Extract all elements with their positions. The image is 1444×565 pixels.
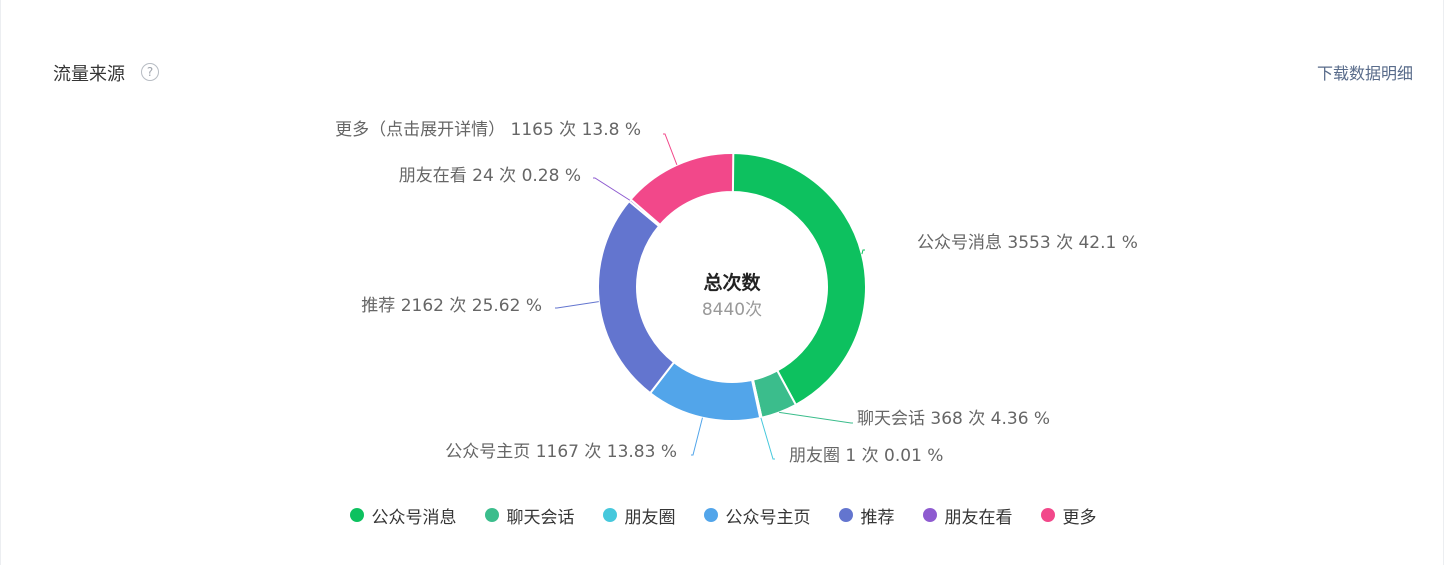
leader-line-1 [779, 411, 853, 424]
legend-dot [838, 508, 853, 522]
donut-chart: 公众号消息 3553 次 42.1 % 聊天会话 368 次 4.36 % 朋友圈 … [335, 120, 1138, 466]
legend-dot [703, 508, 718, 522]
leader-line-2 [760, 417, 775, 460]
slice-label-1: 聊天会话 368 次 4.36 % [857, 409, 1050, 429]
legend-item-3[interactable]: 公众号主页 [703, 503, 811, 528]
legend-item-0[interactable]: 公众号消息 [349, 503, 457, 528]
card-title: 流量来源 [53, 64, 125, 85]
legend-dot [484, 508, 499, 522]
question-circle-icon[interactable]: ? [141, 63, 159, 81]
legend-label: 公众号主页 [725, 507, 811, 528]
slice-4[interactable] [597, 199, 676, 395]
slice-label-0: 公众号消息 3553 次 42.1 % [917, 233, 1138, 253]
leader-line-3 [691, 417, 703, 456]
slice-label-4: 推荐 2162 次 25.62 % [361, 296, 542, 316]
legend-dot [922, 508, 937, 522]
leader-line-6 [663, 133, 678, 166]
legend-item-5[interactable]: 朋友在看 [922, 503, 1013, 528]
slice-6[interactable] [629, 152, 735, 227]
legend-label: 公众号消息 [371, 507, 457, 528]
legend-dot [1040, 508, 1055, 522]
slice-label-3: 公众号主页 1167 次 13.83 % [445, 442, 677, 462]
legend-item-2[interactable]: 朋友圈 [602, 503, 676, 528]
legend-label: 朋友圈 [624, 507, 676, 528]
legend-dot [602, 508, 617, 522]
legend-item-6[interactable]: 更多 [1040, 503, 1097, 528]
legend-label: 聊天会话 [506, 507, 575, 528]
slice-0[interactable] [731, 151, 867, 407]
legend-label: 朋友在看 [944, 507, 1013, 528]
leader-line-0 [861, 249, 865, 255]
legend-dot [349, 508, 364, 522]
legend-label: 更多 [1062, 507, 1097, 528]
slice-label-5: 朋友在看 24 次 0.28 % [399, 166, 581, 186]
leader-line-4 [555, 301, 599, 309]
legend-label: 推荐 [860, 507, 895, 528]
center-value: 8440次 [702, 300, 762, 320]
card-header: 流量来源 ? 下载数据明细 [53, 58, 1415, 88]
chart-legend: 公众号消息 聊天会话 朋友圈 公众号主页 推荐 朋友在看 更多 [1, 502, 1444, 528]
slice-label-2: 朋友圈 1 次 0.01 % [789, 446, 943, 466]
legend-item-4[interactable]: 推荐 [838, 503, 895, 528]
legend-item-1[interactable]: 聊天会话 [484, 503, 575, 528]
slice-label-6[interactable]: 更多（点击展开详情） 1165 次 13.8 % [335, 120, 641, 140]
leader-line-5 [593, 177, 631, 201]
center-title: 总次数 [703, 271, 761, 294]
download-data-link[interactable]: 下载数据明细 [1316, 64, 1413, 83]
